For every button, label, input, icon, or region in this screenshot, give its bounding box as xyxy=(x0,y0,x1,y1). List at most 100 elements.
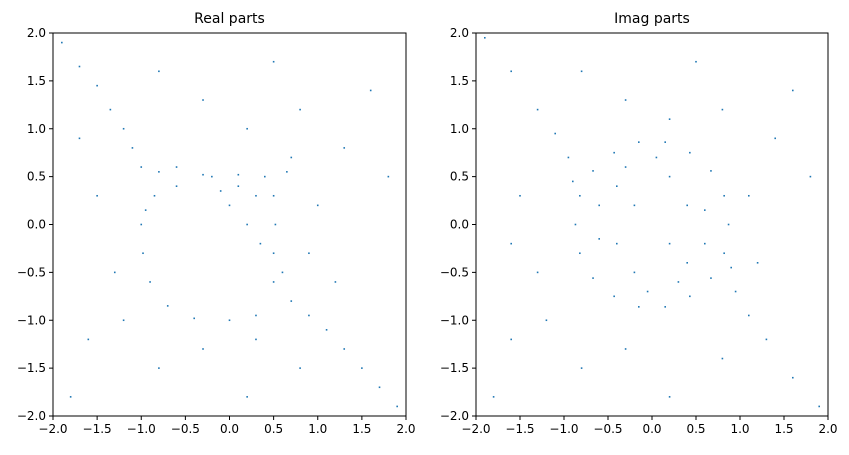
y-tick-label: −0.5 xyxy=(17,265,46,279)
point xyxy=(149,281,151,283)
point xyxy=(158,171,160,173)
point xyxy=(519,194,521,197)
point xyxy=(510,70,512,73)
point xyxy=(686,204,688,207)
point xyxy=(792,89,794,92)
point xyxy=(616,185,618,187)
point xyxy=(140,223,143,226)
point xyxy=(598,238,600,240)
point xyxy=(638,306,640,308)
point xyxy=(237,185,240,187)
point xyxy=(299,367,301,369)
point xyxy=(695,60,697,63)
chart-title: Real parts xyxy=(194,11,265,27)
point xyxy=(748,194,750,197)
point xyxy=(633,204,636,207)
point xyxy=(290,300,293,302)
point xyxy=(536,271,539,274)
point xyxy=(572,180,574,183)
point xyxy=(228,319,231,322)
point xyxy=(61,41,63,44)
point xyxy=(686,262,688,264)
point xyxy=(166,305,169,307)
point xyxy=(144,209,147,211)
point xyxy=(131,147,134,149)
x-tick-label: 0.0 xyxy=(220,422,239,436)
point xyxy=(668,118,671,120)
point xyxy=(756,262,759,264)
point xyxy=(638,141,640,143)
point xyxy=(286,171,288,173)
point xyxy=(378,386,381,389)
x-tick-label: −1.5 xyxy=(83,422,112,436)
point xyxy=(748,314,750,317)
point xyxy=(387,175,390,178)
y-tick-label: −1.0 xyxy=(17,313,46,327)
point xyxy=(633,271,636,274)
x-tick-label: 1.0 xyxy=(730,422,749,436)
point xyxy=(113,271,116,274)
point xyxy=(592,170,594,172)
point xyxy=(202,99,204,101)
point xyxy=(290,156,293,159)
x-tick-label: −0.5 xyxy=(171,422,200,436)
point xyxy=(646,290,649,293)
chart-title: Imag parts xyxy=(614,11,690,27)
point xyxy=(655,156,658,159)
y-tick-label: 0.5 xyxy=(450,170,469,184)
x-tick-label: −1.0 xyxy=(549,422,578,436)
point xyxy=(567,156,570,159)
point xyxy=(396,405,398,408)
point xyxy=(122,127,125,130)
point xyxy=(202,348,204,350)
y-tick-label: 1.0 xyxy=(27,122,46,136)
y-tick-label: −2.0 xyxy=(17,409,46,423)
y-tick-label: −1.5 xyxy=(17,361,46,375)
point xyxy=(668,396,671,398)
x-tick-label: −2.0 xyxy=(38,422,67,436)
point xyxy=(255,194,257,197)
y-tick-label: 2.0 xyxy=(27,26,46,40)
point xyxy=(727,223,730,226)
point xyxy=(237,173,240,176)
point xyxy=(536,108,539,111)
point xyxy=(580,70,583,73)
point xyxy=(246,127,248,130)
y-tick-label: 1.5 xyxy=(27,74,46,88)
point xyxy=(484,36,486,39)
point xyxy=(574,223,577,226)
point xyxy=(774,137,776,140)
point xyxy=(579,194,581,197)
point xyxy=(510,338,512,341)
point xyxy=(616,242,618,245)
point xyxy=(492,396,495,398)
point xyxy=(765,338,768,341)
x-tick-label: 1.0 xyxy=(308,422,327,436)
point xyxy=(78,65,81,68)
point xyxy=(69,396,72,398)
point xyxy=(96,194,98,197)
point xyxy=(334,281,337,283)
point xyxy=(668,175,671,178)
point xyxy=(175,166,178,168)
point xyxy=(664,141,666,143)
point xyxy=(668,242,671,245)
point xyxy=(281,271,284,274)
point xyxy=(710,277,712,279)
point xyxy=(689,295,691,298)
point xyxy=(704,209,706,211)
point xyxy=(613,295,615,298)
x-tick-label: 1.5 xyxy=(774,422,793,436)
point xyxy=(255,338,257,341)
point xyxy=(211,175,213,178)
y-tick-label: 0.0 xyxy=(450,218,469,232)
point xyxy=(272,252,275,255)
point xyxy=(510,242,512,245)
point xyxy=(153,194,156,197)
y-tick-label: 2.0 xyxy=(450,26,469,40)
x-tick-label: 0.0 xyxy=(642,422,661,436)
y-tick-label: 0.5 xyxy=(27,170,46,184)
point xyxy=(158,367,160,369)
point xyxy=(272,60,275,63)
x-tick-label: −1.5 xyxy=(505,422,534,436)
